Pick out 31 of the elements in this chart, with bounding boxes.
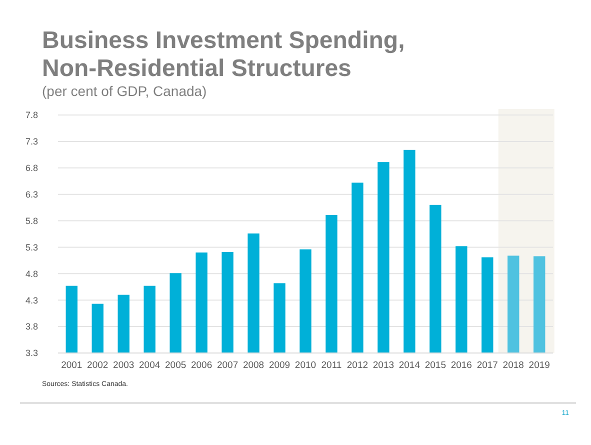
x-tick-label: 2002 [87,360,108,371]
x-tick-label: 2004 [139,360,160,371]
y-tick-label: 5.8 [25,216,38,226]
x-tick-label: 2005 [165,360,186,371]
x-tick-label: 2019 [528,360,550,371]
x-tick-label: 2007 [216,360,238,371]
x-tick-label: 2003 [113,360,134,371]
x-tick-label: 2001 [61,360,82,371]
y-tick-label: 3.8 [25,322,38,332]
chart-title: Business Investment Spending, Non-Residential Structures [42,27,405,82]
x-tick-label: 2009 [268,360,290,371]
y-tick-label: 5.3 [25,242,38,252]
y-tick-label: 4.8 [25,268,38,279]
x-tick-label: 2011 [321,360,342,371]
y-tick-label: 6.3 [25,189,38,200]
x-tick-label: 2016 [450,360,472,371]
y-tick-label: 7.8 [25,110,38,120]
x-tick-label: 2017 [476,360,498,371]
y-tick-label: 3.3 [25,348,38,358]
x-tick-label: 2012 [346,360,368,371]
y-tick-label: 6.8 [25,163,38,174]
x-tick-label: 2013 [372,360,394,371]
y-tick-label: 4.3 [25,295,38,306]
x-tick-label: 2010 [294,360,316,371]
x-tick-label: 2008 [242,360,264,371]
x-tick-label: 2015 [424,360,446,371]
x-tick-label: 2014 [398,360,420,371]
x-tick-label: 2018 [502,360,524,371]
y-tick-label: 7.3 [25,136,38,147]
chart-subtitle: (per cent of GDP, Canada) [42,83,207,99]
x-tick-label: 2006 [190,360,212,371]
